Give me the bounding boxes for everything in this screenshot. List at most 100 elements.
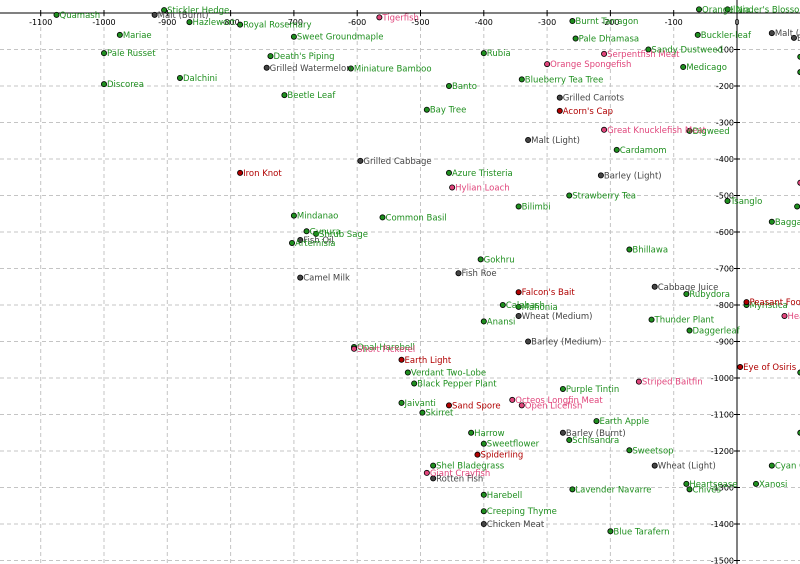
- data-point: [267, 53, 274, 60]
- point-label: Myristica: [749, 301, 787, 311]
- point-label: Camel Milk: [303, 274, 350, 284]
- data-point: [559, 429, 566, 436]
- point-label: Open Licefish: [525, 401, 583, 411]
- data-point: [613, 146, 620, 153]
- data-point: [263, 64, 270, 71]
- point-label: Gokhru: [484, 255, 515, 265]
- x-tick-label: -400: [475, 18, 493, 27]
- data-point: [480, 50, 487, 57]
- point-label: Bhillawa: [632, 246, 668, 256]
- data-point: [737, 364, 744, 371]
- point-label: Blue Tarafern: [613, 527, 669, 537]
- data-point: [683, 480, 690, 487]
- point-label: Octeos Longfin Meat: [515, 396, 603, 406]
- data-point: [743, 299, 750, 306]
- point-label: Burnt Tarragon: [575, 17, 638, 27]
- x-tick-label: -100: [665, 18, 683, 27]
- data-point: [794, 203, 800, 210]
- point-label: Mahonia: [522, 303, 558, 313]
- point-label: Earth Light: [405, 356, 452, 366]
- point-label: Wheat (Light): [658, 462, 716, 472]
- data-point: [569, 486, 576, 493]
- point-label: Baile: [797, 34, 800, 44]
- point-label: Rubydora: [689, 290, 730, 300]
- point-label: Azure Tristeria: [452, 169, 513, 179]
- data-point: [161, 7, 168, 14]
- y-tick-label: -400: [716, 155, 734, 164]
- point-label: Gynura: [310, 227, 341, 237]
- data-point: [572, 35, 579, 42]
- data-point: [593, 418, 600, 425]
- point-label: Schisandra: [572, 436, 619, 446]
- data-point: [768, 462, 775, 469]
- point-label: Rubia: [487, 49, 511, 59]
- data-point: [525, 338, 532, 345]
- point-label: Black Pepper Plant: [417, 379, 497, 389]
- data-point: [724, 6, 731, 13]
- data-point: [515, 289, 522, 296]
- data-point: [499, 301, 506, 308]
- data-point: [696, 6, 703, 13]
- data-point: [694, 31, 701, 38]
- point-label: Harebell: [487, 491, 523, 501]
- data-point: [686, 327, 693, 334]
- point-label: Xanosi: [759, 480, 787, 490]
- point-label: Short Pickerel: [357, 345, 415, 355]
- data-point: [556, 94, 563, 101]
- data-point: [357, 157, 364, 164]
- data-point: [515, 312, 522, 319]
- data-point: [281, 92, 288, 99]
- data-point: [237, 21, 244, 28]
- point-label: Spiderling: [480, 451, 523, 461]
- data-point: [651, 462, 658, 469]
- point-label: Iron Knot: [243, 169, 282, 179]
- x-tick-label: -600: [348, 18, 366, 27]
- x-tick-label: -800: [222, 18, 240, 27]
- point-label: Grilled Watermelon: [270, 64, 352, 74]
- data-point: [116, 31, 123, 38]
- y-tick-label: -500: [716, 192, 734, 201]
- point-label: Pale Russet: [107, 49, 156, 59]
- data-point: [768, 30, 775, 37]
- data-point: [781, 312, 788, 319]
- data-point: [566, 192, 573, 199]
- x-tick-label: -700: [285, 18, 303, 27]
- point-label: Fish Oil: [303, 236, 334, 246]
- point-label: Mindanao: [297, 212, 338, 222]
- point-label: Acorn's Cap: [563, 107, 613, 117]
- point-label: Artemisia: [295, 239, 336, 249]
- point-label: Miniature Bamboo: [354, 64, 432, 74]
- data-point: [53, 11, 60, 18]
- point-label: Common Basil: [386, 213, 447, 223]
- point-label: Sweetflower: [487, 440, 540, 450]
- data-point: [680, 64, 687, 71]
- data-point: [313, 230, 320, 237]
- data-point: [290, 212, 297, 219]
- point-label: Mariae: [123, 31, 152, 41]
- point-label: Tsanglo: [730, 197, 763, 207]
- point-label: Cardamom: [620, 146, 667, 156]
- point-label: Beetle Leaf: [287, 91, 336, 101]
- point-label: Royal Rosemary: [243, 21, 311, 31]
- data-point: [601, 50, 608, 57]
- data-point: [480, 318, 487, 325]
- data-point: [289, 239, 296, 246]
- data-point: [176, 74, 183, 81]
- data-point: [525, 137, 532, 144]
- data-point: [626, 246, 633, 253]
- point-label: Heartsease: [689, 480, 737, 490]
- point-label: Daggerleaf: [693, 327, 741, 337]
- y-tick-label: -1100: [711, 411, 734, 420]
- data-point: [645, 46, 652, 53]
- y-tick-label: -100: [716, 46, 734, 55]
- point-label: Shrub Sage: [319, 230, 368, 240]
- data-point: [559, 385, 566, 392]
- point-label: Hylian Loach: [455, 183, 510, 193]
- data-point: [556, 107, 563, 114]
- x-tick-label: -200: [601, 18, 619, 27]
- data-point: [237, 169, 244, 176]
- point-label: Verdant Two-Lobe: [411, 369, 486, 379]
- y-tick-label: -1200: [711, 447, 734, 456]
- data-point: [607, 528, 614, 535]
